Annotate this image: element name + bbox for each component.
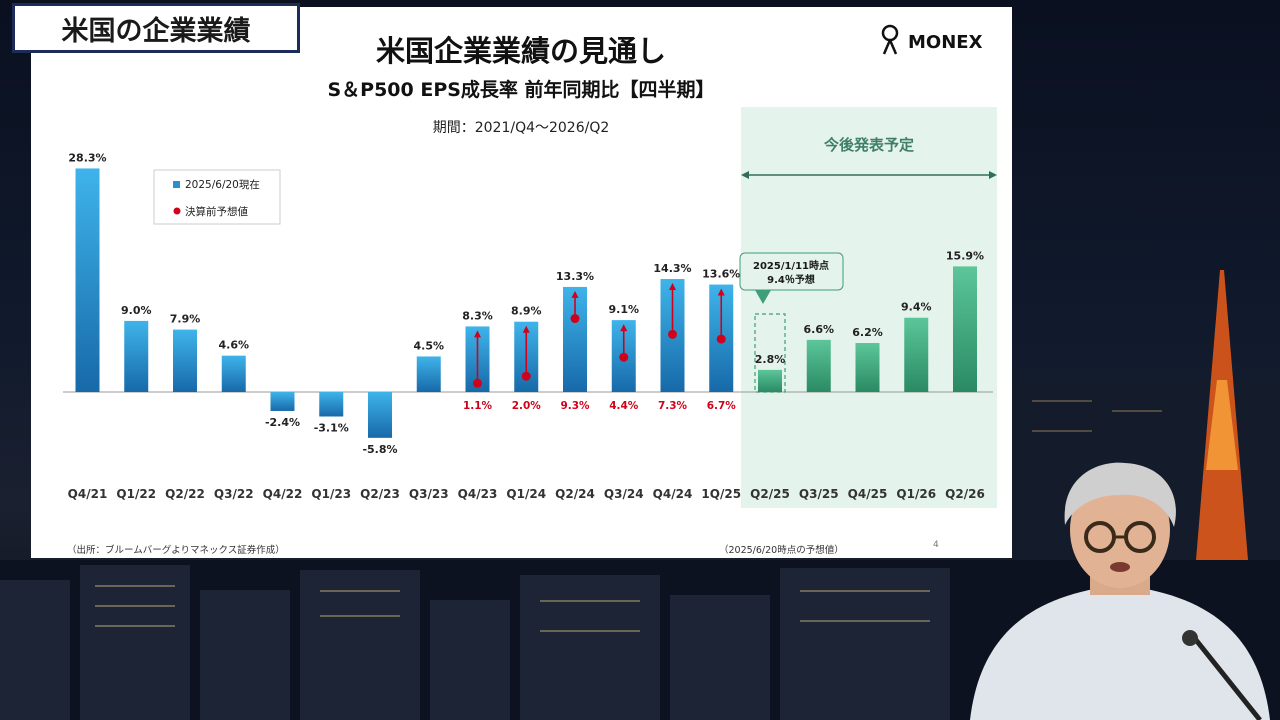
presenter-video [970,462,1270,720]
estimate-value-label: 2.0% [512,400,542,412]
bar [221,355,246,392]
bar [953,266,977,392]
legend-label-actual: 2025/6/20現在 [185,179,260,191]
bar [173,329,197,392]
legend-swatch-estimate [173,207,181,215]
estimate-point [473,378,482,388]
x-tick-label: 1Q/25 [701,487,741,501]
bar-value-label: 7.9% [170,313,201,326]
x-tick-label: Q2/26 [945,487,985,501]
x-tick-label: Q4/24 [653,487,693,501]
estimate-point [570,314,580,324]
callout-line2: 9.4％予想 [767,273,815,286]
bar [416,356,441,392]
x-tick-label: Q2/24 [555,487,595,501]
x-tick-label: Q3/25 [799,487,839,501]
bar-value-label: 6.2% [852,326,883,339]
bar-value-label: 14.3% [653,262,691,275]
estimate-value-label: 4.4% [609,400,639,412]
estimate-value-label: 1.1% [463,400,493,412]
arrow-up-icon [522,325,530,333]
bar-value-label: -3.1% [314,421,349,434]
bar-value-label: 8.9% [511,305,542,318]
estimate-point [716,334,726,344]
x-tick-label: Q4/22 [263,487,303,501]
x-tick-label: Q4/21 [68,487,108,501]
page-number: 4 [933,540,939,550]
x-tick-label: Q3/22 [214,487,254,501]
arrow-up-icon [571,290,579,298]
forecast-note: （2025/6/20時点の予想値） [719,544,844,556]
estimate-value-label: 7.3% [658,400,688,412]
corner-title: 米国の企業業績 [12,3,300,53]
bar-value-label: 4.5% [413,339,444,352]
x-tick-label: Q2/25 [750,487,790,501]
city-skyline-background [0,560,1280,720]
bar-value-label: -5.8% [362,443,397,456]
legend [153,169,281,225]
source-note: （出所：ブルームバーグよりマネックス証券作成） [67,544,285,556]
bar [75,168,100,392]
bar-value-label: 13.6% [702,268,740,281]
arrow-up-icon [620,324,628,332]
bar [270,392,295,411]
bar-value-label: 2.8% [755,353,786,366]
x-tick-label: Q1/22 [116,487,156,501]
estimate-point [521,371,531,381]
bar [758,369,782,392]
estimate-point [668,329,677,339]
future-region-label: 今後発表予定 [823,136,914,154]
bar [368,392,392,438]
bar-value-label: 15.9% [946,249,984,262]
legend-label-estimate: 決算前予想値 [185,205,248,218]
bar [904,317,929,392]
period-label: 期間：2021/Q4〜2026/Q2 [433,120,610,136]
slide-subtitle: S＆P500 EPS成長率 前年同期比【四半期】 [327,78,714,101]
bar-value-label: 28.3% [68,151,106,164]
x-tick-label: Q1/24 [506,487,546,501]
x-tick-label: Q1/26 [896,487,936,501]
arrow-up-icon [717,288,725,296]
bar [124,320,149,392]
x-tick-label: Q1/23 [311,487,351,501]
bar-value-label: 4.6% [218,339,249,352]
x-tick-label: Q2/23 [360,487,400,501]
x-tick-label: Q2/22 [165,487,205,501]
x-tick-label: Q4/23 [458,487,498,501]
legend-swatch-actual [173,181,180,188]
slide: 今後発表予定 米国企業業績の見通し S＆P500 EPS成長率 前年同期比【四半… [31,7,1012,558]
bar-value-label: 6.6% [803,323,834,336]
callout-line1: 2025/1/11時点 [753,259,829,272]
arrow-left-icon [741,171,749,179]
bar-value-label: -2.4% [265,416,300,429]
x-tick-label: Q3/23 [409,487,449,501]
monex-logo-icon [881,24,899,55]
bar-value-label: 9.4% [901,301,932,314]
x-tick-label: Q3/24 [604,487,644,501]
bar [806,339,831,392]
arrow-right-icon [989,171,997,179]
estimate-value-label: 6.7% [707,400,737,412]
bar-value-label: 8.3% [462,309,493,322]
bar-value-label: 9.0% [121,304,152,317]
estimate-point [619,352,629,362]
arrow-up-icon [474,330,481,338]
x-tick-label: Q4/25 [848,487,888,501]
forecast-callout: 2025/1/11時点 9.4％予想 [739,252,844,304]
slide-title: 米国企業業績の見通し [376,34,666,68]
bar [319,392,344,417]
estimate-value-label: 9.3% [560,400,590,412]
bar [855,343,880,392]
arrow-up-icon [669,283,676,291]
bar-value-label: 13.3% [556,270,594,283]
bar-value-label: 9.1% [608,303,639,316]
eps-chart: 今後発表予定 米国企業業績の見通し S＆P500 EPS成長率 前年同期比【四半… [63,24,997,556]
brand-name: MONEX [908,32,983,53]
